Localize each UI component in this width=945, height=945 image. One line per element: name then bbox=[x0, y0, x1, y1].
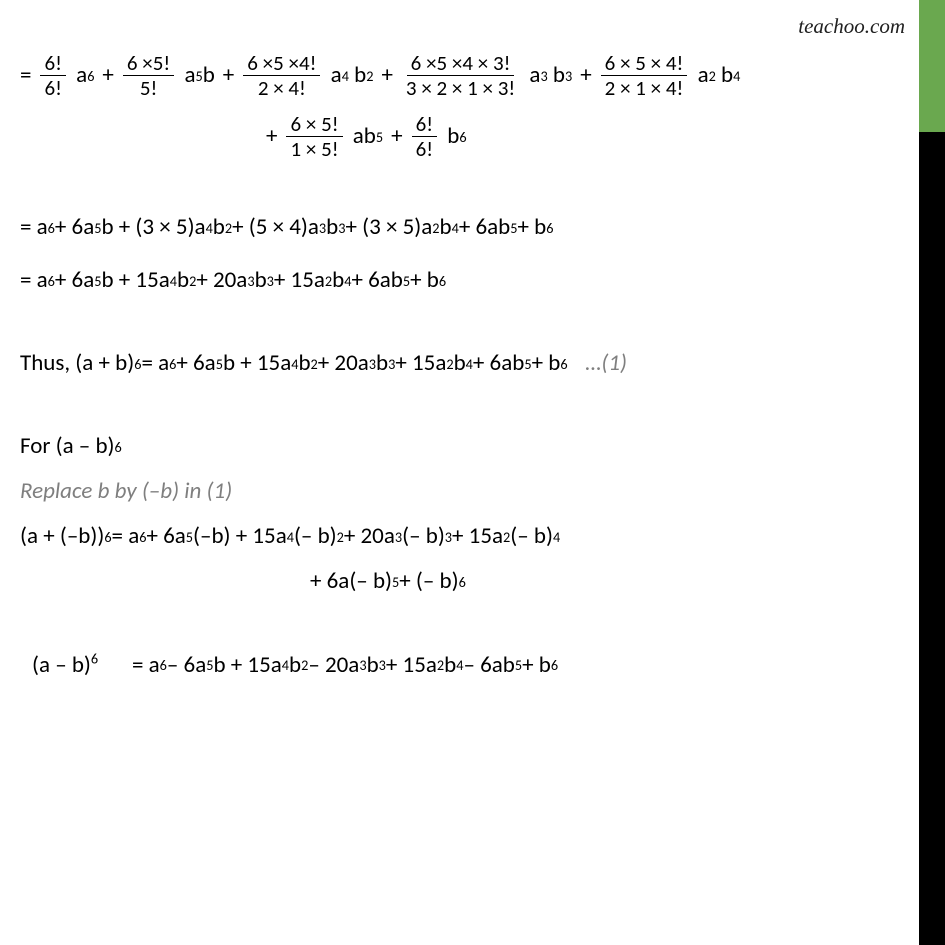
fraction-4: 6 ×5 ×4 × 3!3 × 2 × 1 × 3! bbox=[402, 52, 519, 99]
equation-number: …(1) bbox=[586, 348, 627, 379]
simplified-line-1: = a6 + 6a5 b + (3 × 5)a4 b2 + (5 × 4)a3 … bbox=[20, 212, 905, 243]
fraction-3: 6 ×5 ×4!2 × 4! bbox=[243, 52, 320, 99]
watermark: teachoo.com bbox=[798, 14, 905, 39]
expansion-line-1-cont: + 6 × 5!1 × 5! ab5 + 6!6! b6 bbox=[260, 113, 905, 160]
expansion-line-1: = 6!6! a6 + 6 ×5!5! a5b + 6 ×5 ×4!2 × 4!… bbox=[20, 52, 905, 99]
top-accent-bar bbox=[919, 0, 945, 132]
fraction-5: 6 × 5 × 4!2 × 1 × 4! bbox=[601, 52, 688, 99]
fraction-6: 6 × 5!1 × 5! bbox=[286, 113, 342, 160]
simplified-line-2: = a6 + 6a5 b + 15a4 b2 + 20a3 b3 + 15a2 … bbox=[20, 265, 905, 296]
for-ab6: For (a – b)6 bbox=[20, 431, 905, 462]
substitution-line-1-cont: + 6a(– b)5 + (– b)6 bbox=[310, 566, 905, 597]
math-content: = 6!6! a6 + 6 ×5!5! a5b + 6 ×5 ×4!2 × 4!… bbox=[20, 52, 905, 695]
fraction-2: 6 ×5!5! bbox=[123, 52, 174, 99]
side-accent-bar bbox=[919, 132, 945, 945]
replace-comment: Replace b by (–b) in (1) bbox=[20, 476, 905, 507]
fraction-1: 6!6! bbox=[40, 52, 65, 99]
result-line-2: (a – b)6 = a6 – 6a5 b + 15a4 b2 – 20a3 b… bbox=[32, 650, 905, 681]
fraction-7: 6!6! bbox=[412, 113, 437, 160]
result-line-1: Thus, (a + b)6 = a6 + 6a5 b + 15a4 b2 + … bbox=[20, 348, 905, 379]
equals-sign: = bbox=[20, 60, 31, 91]
substitution-line-1: (a + (–b)) 6 = a6 + 6a5 (–b) + 15a4 (– b… bbox=[20, 521, 905, 552]
